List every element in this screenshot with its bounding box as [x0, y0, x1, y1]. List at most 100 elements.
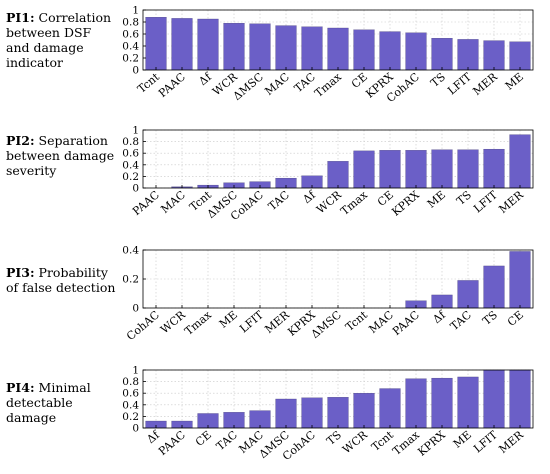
panel-1-ytick-label: 1	[132, 5, 139, 17]
panel-3-bar	[457, 280, 479, 309]
panel-1-label: PI1: Correlation between DSF and damage …	[6, 10, 118, 70]
panel-4-description: Minimal detectable damage	[6, 380, 91, 425]
panel-2-category-label: Δf	[300, 188, 318, 206]
panel-3-category-label: ΔMSC	[309, 308, 344, 341]
panel-3-label: PI3: Probability of false detection	[6, 265, 118, 295]
panel-3-ytick-label: 0.2	[122, 274, 139, 286]
panel-2-category-label: MER	[496, 188, 526, 216]
panel-4-bar	[483, 369, 505, 429]
panel-3-category-label: CohAC	[124, 308, 162, 343]
panel-1-ytick-label: 0.2	[122, 53, 139, 65]
panel-2-bar	[353, 150, 375, 189]
panel-2-bar	[509, 134, 531, 189]
panel-2-category-label: WCR	[314, 188, 344, 216]
panel-1-bar	[275, 25, 297, 71]
panel-2-ytick-label: 0.2	[122, 171, 139, 183]
panel-4-category-label: KPRX	[415, 428, 448, 458]
panel-4-bar	[353, 393, 375, 429]
panel-1-ytick-label: 0	[132, 65, 139, 77]
panel-4-category-label: ME	[451, 428, 474, 450]
panel-4-bar	[301, 397, 323, 429]
panel-4-bar	[379, 388, 401, 429]
panel-4-ytick-label: 0.4	[122, 399, 139, 411]
panel-3-ytick-label: 0	[132, 303, 139, 315]
panel-3-category-label: TS	[480, 308, 500, 328]
panel-2-ytick-label: 0.4	[122, 159, 139, 171]
panel-1-bar	[327, 27, 349, 71]
panel-1-bar	[431, 38, 453, 71]
panel-4-ytick-label: 0.8	[122, 376, 139, 388]
panel-3-description: Probability of false detection	[6, 265, 116, 295]
panel-2-bar	[327, 161, 349, 189]
panel-1-description: Correlation between DSF and damage indic…	[6, 10, 112, 70]
panel-2-category-label: ME	[425, 188, 448, 210]
panel-3-category-label: LFIT	[237, 308, 266, 335]
panel-4-ytick-label: 1	[132, 365, 139, 377]
panel-2-bar	[405, 150, 427, 189]
panel-1-category-label: ΔMSC	[231, 70, 266, 103]
panel-1-bar	[171, 18, 193, 71]
panel-2-ytick-label: 0.6	[122, 148, 139, 160]
panel-1-category-label: Tmax	[312, 70, 344, 100]
panel-4-category-label: LFIT	[471, 428, 500, 455]
panel-2-bar	[379, 150, 401, 189]
panel-4-bar	[275, 398, 297, 429]
panel-1-category-label: Δf	[196, 70, 214, 88]
panel-1-bar	[223, 23, 245, 71]
panel-3-category-label: Tmax	[182, 308, 214, 338]
panel-1-bar	[301, 26, 323, 71]
panel-4-category-label: Tmax	[390, 428, 422, 458]
panel-1-category-label: ME	[503, 70, 526, 92]
panel-3-category-label: WCR	[158, 308, 188, 336]
panel-3-category-label: MAC	[366, 308, 396, 336]
panel-4-category-label: CE	[193, 428, 214, 449]
panel-3-bar	[509, 251, 531, 309]
panel-4-id: PI4:	[6, 380, 35, 395]
panel-1-bar	[353, 29, 375, 71]
panel-2-category-label: Tmax	[338, 188, 370, 218]
panel-2-bar	[431, 149, 453, 189]
panel-4-ytick-label: 0.6	[122, 388, 139, 400]
panel-4-bar	[327, 397, 349, 429]
panel-1-bar	[405, 32, 427, 71]
panel-2-bar	[483, 148, 505, 189]
panel-3-category-label: Tcnt	[343, 308, 370, 334]
panel-1-bar	[483, 40, 505, 71]
panel-1-ytick-label: 0.8	[122, 17, 139, 29]
panel-3-category-label: ME	[217, 308, 240, 330]
panel-1-category-label: MER	[470, 70, 500, 98]
panel-1-bar	[197, 18, 219, 71]
panel-2-ytick-label: 1	[132, 125, 139, 137]
panel-1-id: PI1:	[6, 10, 35, 25]
panel-1-category-label: MAC	[262, 70, 292, 98]
panel-4-category-label: Δf	[144, 428, 162, 446]
panel-4-category-label: WCR	[340, 428, 370, 456]
panel-4-label: PI4: Minimal detectable damage	[6, 380, 118, 425]
panel-4-bar	[405, 378, 427, 429]
panel-4-category-label: PAAC	[156, 428, 188, 458]
panel-4-bar	[431, 377, 453, 429]
panel-3-bar	[483, 265, 505, 309]
panel-1-bar	[457, 39, 479, 71]
panel-3-category-label: PAAC	[390, 308, 422, 338]
panel-2-category-label: TAC	[266, 188, 292, 213]
panel-1-ytick-label: 0.6	[122, 29, 139, 41]
panel-1-bar	[379, 31, 401, 71]
panel-3-category-label: TAC	[448, 308, 474, 333]
panel-2-category-label: KPRX	[389, 188, 422, 218]
panel-1-category-label: PAAC	[156, 70, 188, 100]
panel-4-bar	[457, 376, 479, 429]
panel-1-category-label: LFIT	[445, 70, 474, 97]
panel-3-ytick-label: 0.4	[122, 245, 139, 257]
panel-4-bar	[509, 369, 531, 429]
panel-2-bar	[457, 149, 479, 189]
panel-4-ytick-label: 0	[132, 423, 139, 435]
panel-2-ytick-label: 0	[132, 183, 139, 195]
panel-4-ytick-label: 0.2	[122, 411, 139, 423]
panel-3-id: PI3:	[6, 265, 35, 280]
panel-1-bar	[509, 41, 531, 71]
panel-4-category-label: TAC	[214, 428, 240, 453]
panel-3-category-label: CE	[505, 308, 526, 329]
